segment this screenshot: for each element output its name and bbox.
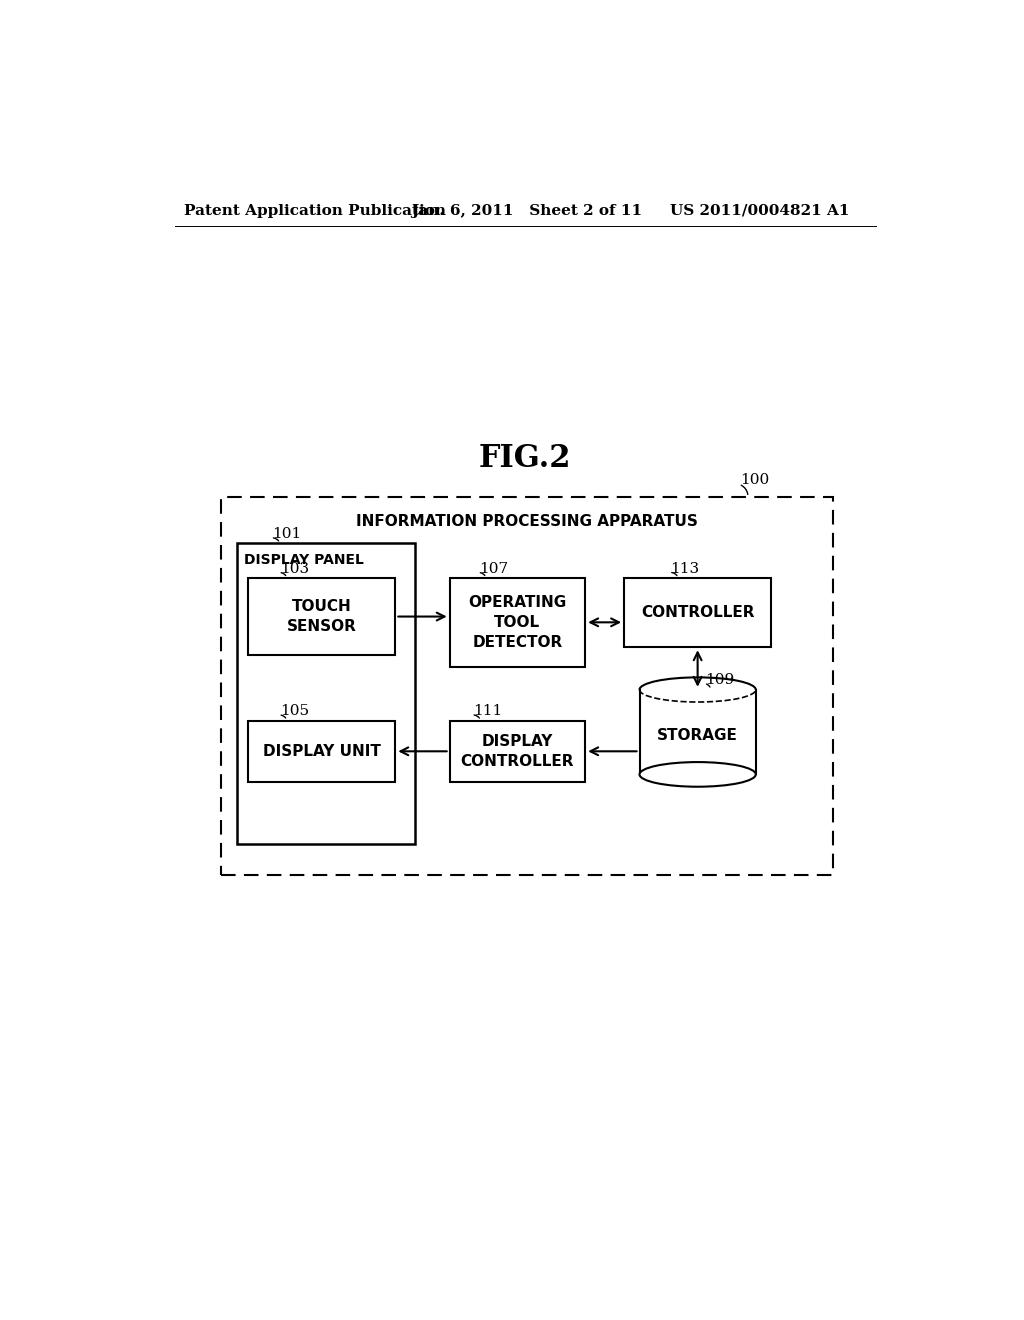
Text: Patent Application Publication: Patent Application Publication <box>183 203 445 218</box>
Text: 101: 101 <box>272 527 301 541</box>
Bar <box>237 544 415 843</box>
Text: 103: 103 <box>280 562 309 576</box>
Text: OPERATING
TOOL
DETECTOR: OPERATING TOOL DETECTOR <box>468 595 566 649</box>
Text: INFORMATION PROCESSING APPARATUS: INFORMATION PROCESSING APPARATUS <box>356 515 698 529</box>
Text: 113: 113 <box>671 562 699 576</box>
Text: 107: 107 <box>479 562 508 576</box>
Text: Jan. 6, 2011   Sheet 2 of 11: Jan. 6, 2011 Sheet 2 of 11 <box>411 203 642 218</box>
Text: 109: 109 <box>706 673 734 686</box>
Ellipse shape <box>640 762 756 787</box>
Text: FIG.2: FIG.2 <box>478 444 571 474</box>
Text: DISPLAY
CONTROLLER: DISPLAY CONTROLLER <box>461 734 574 768</box>
Text: 111: 111 <box>473 705 502 718</box>
Bar <box>248 578 395 655</box>
Text: 105: 105 <box>280 705 309 718</box>
Text: DISPLAY UNIT: DISPLAY UNIT <box>263 743 381 759</box>
Text: US 2011/0004821 A1: US 2011/0004821 A1 <box>671 203 850 218</box>
Text: DISPLAY PANEL: DISPLAY PANEL <box>245 553 365 568</box>
Bar <box>221 498 834 875</box>
Text: STORAGE: STORAGE <box>657 729 738 743</box>
Bar <box>248 721 395 781</box>
Bar <box>450 578 586 667</box>
Text: CONTROLLER: CONTROLLER <box>641 605 755 620</box>
Bar <box>624 578 771 647</box>
Bar <box>450 721 586 781</box>
Text: 100: 100 <box>740 474 769 487</box>
Bar <box>640 689 755 775</box>
Text: TOUCH
SENSOR: TOUCH SENSOR <box>287 599 356 634</box>
